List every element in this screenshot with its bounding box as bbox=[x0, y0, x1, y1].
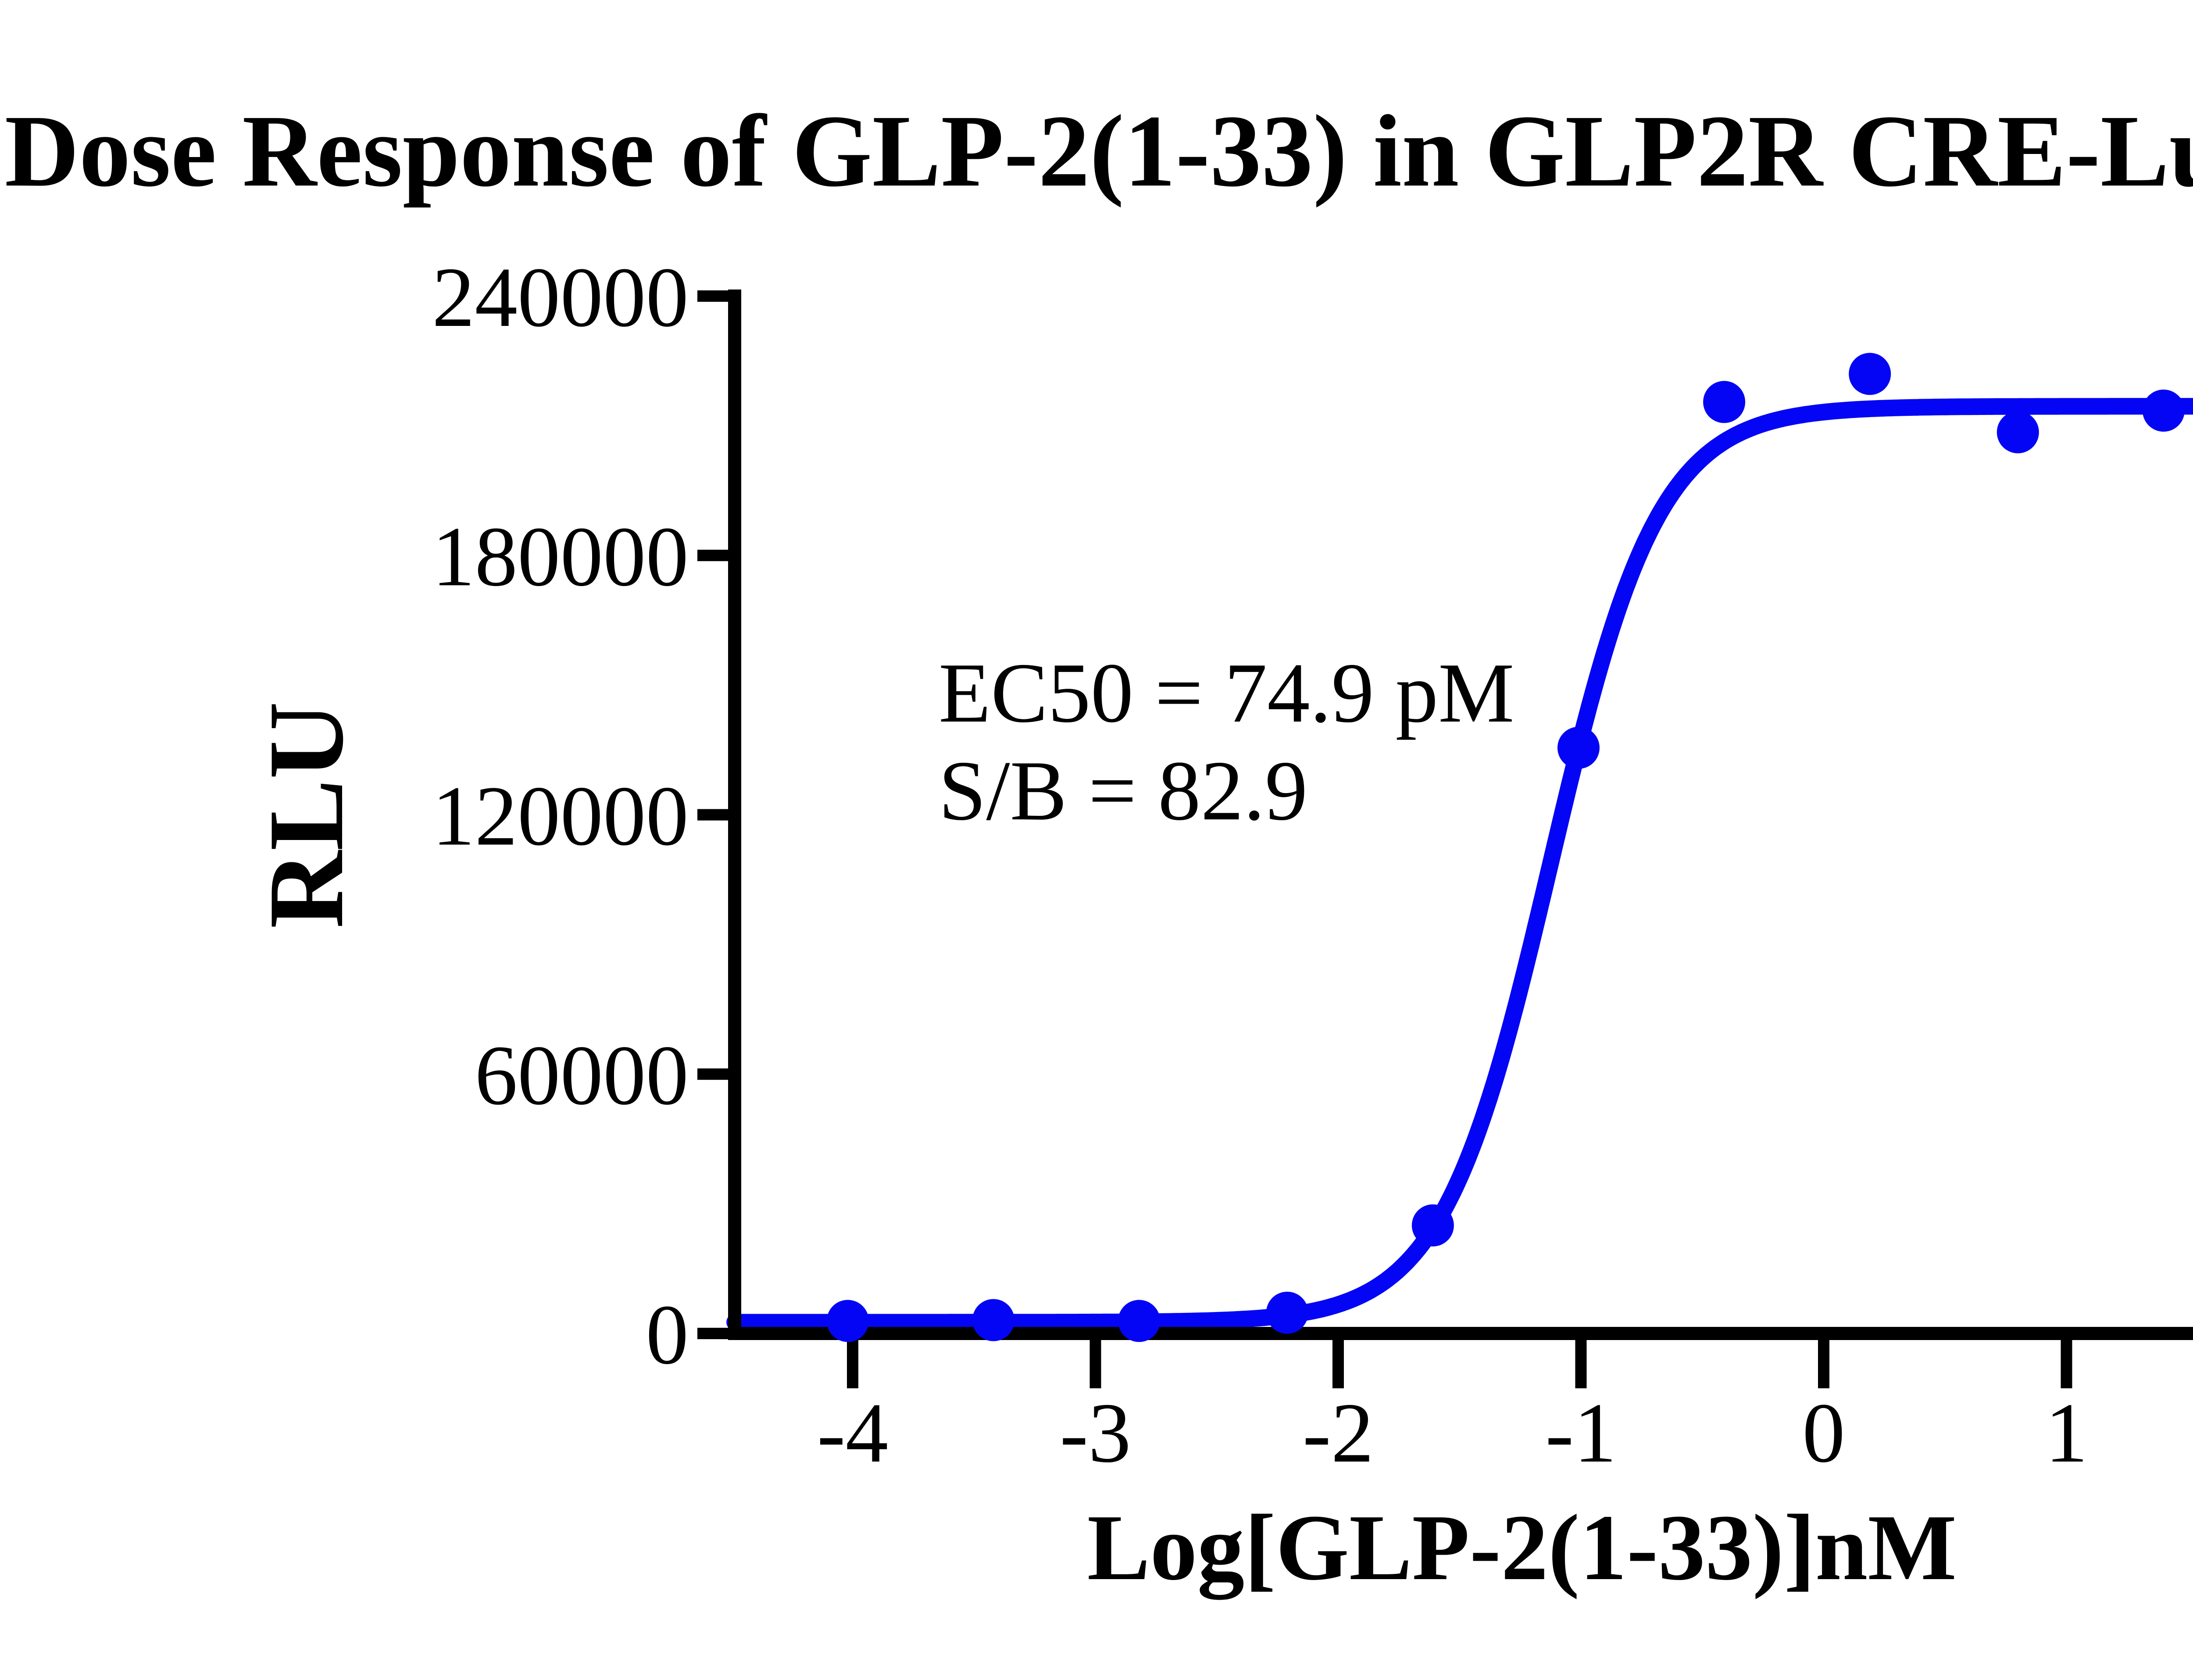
data-point bbox=[1849, 353, 1891, 395]
x-tick-label: -2 bbox=[1303, 1386, 1374, 1480]
x-axis-title: Log[GLP-2(1-33)]nM bbox=[1087, 1495, 1957, 1600]
data-point bbox=[972, 1299, 1014, 1341]
y-tick-label: 180000 bbox=[432, 509, 689, 604]
ec50-annotation: EC50 = 74.9 pM bbox=[939, 646, 1514, 740]
data-point bbox=[1118, 1300, 1161, 1342]
x-tick-label: -1 bbox=[1545, 1386, 1616, 1480]
y-tick-label: 240000 bbox=[432, 250, 689, 345]
data-point bbox=[1703, 381, 1746, 423]
axis-ticks bbox=[697, 290, 2072, 1388]
chart-title: Dose Response of GLP-2(1-33) in GLP2R CR… bbox=[4, 94, 2193, 208]
x-tick-label: 1 bbox=[2045, 1386, 2088, 1480]
y-tick-label: 120000 bbox=[432, 769, 689, 864]
data-point bbox=[826, 1300, 869, 1342]
x-tick-label: 0 bbox=[1802, 1386, 1845, 1480]
data-point bbox=[1411, 1204, 1454, 1247]
x-tick-label: -3 bbox=[1060, 1386, 1131, 1480]
y-axis-title: RLU bbox=[246, 701, 365, 928]
y-tick-label: 60000 bbox=[475, 1028, 689, 1123]
fit-curve bbox=[726, 398, 2193, 1331]
data-point bbox=[1266, 1291, 1308, 1334]
data-point bbox=[1997, 411, 2039, 454]
data-point bbox=[2142, 390, 2185, 432]
sb-annotation: S/B = 82.9 bbox=[939, 743, 1307, 838]
y-tick-label: 0 bbox=[646, 1287, 689, 1382]
data-points bbox=[826, 353, 2185, 1342]
x-tick-label: -4 bbox=[817, 1386, 888, 1480]
data-point bbox=[1557, 726, 1600, 769]
